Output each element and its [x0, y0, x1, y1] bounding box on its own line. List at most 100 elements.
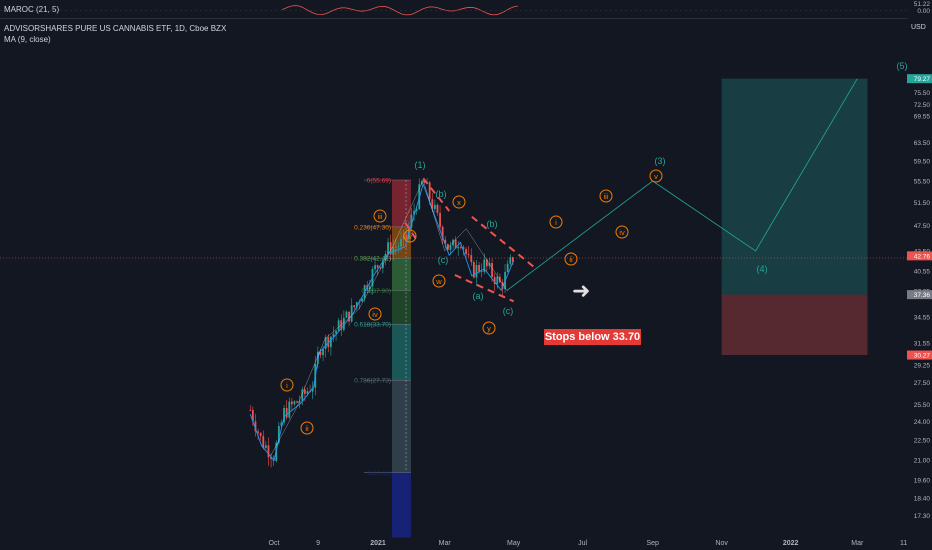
wave-label-circle — [403, 229, 417, 243]
candle-body — [251, 410, 254, 422]
candle-body — [387, 242, 389, 255]
price-axis[interactable]: 51.220.0079.0075.5072.5069.5563.5059.505… — [907, 0, 932, 550]
price-badge-label: 79.27 — [914, 76, 931, 83]
wave-label-green: (a) — [473, 291, 484, 301]
price-badge — [907, 251, 932, 261]
candle-body — [342, 317, 345, 330]
price-axis-bg — [908, 0, 932, 550]
time-axis[interactable]: Oct 9 2021 Mar May Jul Sep Nov 2022 Mar 11 — [269, 540, 908, 547]
candle-body — [285, 408, 288, 418]
candle-body — [467, 254, 470, 256]
indicator-line — [0, 5, 908, 16]
stop-annotation: Stops below 33.70 — [544, 329, 641, 345]
wave-label-orange: v — [654, 172, 658, 181]
wave-label-circle — [599, 189, 613, 203]
ma-legend[interactable]: MA (9, close) — [4, 35, 51, 44]
price-tick-label: 22.50 — [914, 438, 931, 445]
candle-body — [298, 401, 301, 403]
candle-body — [394, 246, 397, 248]
candle-body — [332, 333, 335, 337]
candle-body — [457, 247, 460, 249]
candle-body — [293, 401, 296, 405]
candle-body — [475, 264, 478, 278]
price-tick-label: 29.25 — [914, 362, 931, 369]
candle-body — [465, 249, 467, 255]
indicator-label: MAROC (21, 5) — [4, 5, 60, 14]
price-tick-label: 63.50 — [914, 140, 931, 147]
fib-level-label: 1(20.11) — [367, 470, 391, 477]
wave-label-circle — [482, 321, 496, 335]
candle-body — [405, 234, 408, 240]
candle-body — [439, 212, 441, 227]
candle-body — [389, 242, 392, 255]
fibonacci-retracement: 0(55.69) 0.236(47.30) 0.382(42.41) 0.5(37.9… — [354, 178, 411, 538]
candle-body — [296, 401, 298, 403]
candle-body — [480, 271, 483, 273]
candle-body — [415, 208, 418, 211]
wave-label-circle — [615, 225, 629, 239]
price-tick-label: 51.50 — [914, 200, 931, 207]
candle-body — [270, 457, 272, 460]
wave-projection — [506, 78, 858, 291]
candle-body — [324, 337, 327, 349]
time-tick-label: Oct — [269, 540, 280, 547]
wave-label-orange: ii — [569, 255, 573, 264]
wave-label-orange: iv — [372, 310, 378, 319]
wave-label-orange: i — [286, 381, 288, 390]
channel-top-2 — [471, 215, 536, 269]
wave-label-orange: ii — [305, 424, 309, 433]
candle-body — [501, 282, 504, 290]
candle-body — [397, 246, 400, 248]
wave-label-green: (5) — [897, 61, 908, 71]
fib-band — [392, 258, 411, 291]
candle-body — [488, 263, 491, 267]
price-tick-label: 21.00 — [914, 458, 931, 465]
wave-label-orange: y — [487, 324, 491, 333]
candle-body — [436, 204, 439, 213]
time-tick-label: 2021 — [370, 540, 386, 547]
wave-paths — [270, 78, 858, 457]
wave-label-green: (1) — [415, 160, 426, 170]
moving-average — [249, 182, 515, 462]
target-zone — [721, 78, 868, 295]
fib-band — [392, 324, 411, 381]
candle-body — [277, 425, 280, 443]
candle-body — [329, 336, 332, 348]
wave-label-green: (c) — [503, 306, 514, 316]
candle-body — [319, 351, 322, 356]
price-tick-label: 72.50 — [914, 102, 931, 109]
candle-body — [322, 348, 324, 356]
price-tick-label: 24.00 — [914, 419, 931, 426]
candle-body — [361, 298, 363, 302]
candle-body — [311, 387, 314, 392]
wave-label-orange: x — [457, 198, 461, 207]
price-badge-label: 37.36 — [914, 292, 931, 299]
fib-band — [392, 380, 411, 473]
candle-body — [423, 181, 426, 183]
time-tick-label: Sep — [646, 540, 659, 547]
price-tick-label: 19.60 — [914, 477, 931, 484]
wave-label-circle — [432, 274, 446, 288]
symbol-legend[interactable]: ADVISORSHARES PURE US CANNABIS ETF, 1D, … — [4, 24, 226, 33]
candle-body — [392, 247, 395, 255]
fib-level-label: 0(55.69) — [367, 178, 391, 185]
indicator-legend[interactable]: MAROC (21, 5) — [4, 5, 59, 14]
candle-body — [262, 436, 265, 449]
candle-body — [368, 286, 371, 290]
candle-body — [444, 239, 447, 244]
arrow-right-icon: ➜ — [572, 278, 591, 303]
candle-body — [267, 445, 270, 458]
candle-body — [431, 199, 434, 210]
wave-label-circle — [649, 169, 663, 183]
wave-label-green: (b) — [487, 219, 498, 229]
price-badge — [907, 350, 932, 360]
price-tick-label: 31.55 — [914, 341, 931, 348]
fib-band — [392, 180, 411, 227]
wave-label-circle — [280, 378, 294, 392]
candle-body — [306, 391, 309, 394]
candle-body — [337, 320, 340, 331]
candle-body — [454, 239, 457, 249]
wave-label-circle — [564, 252, 578, 266]
time-tick-label: 9 — [316, 540, 320, 547]
